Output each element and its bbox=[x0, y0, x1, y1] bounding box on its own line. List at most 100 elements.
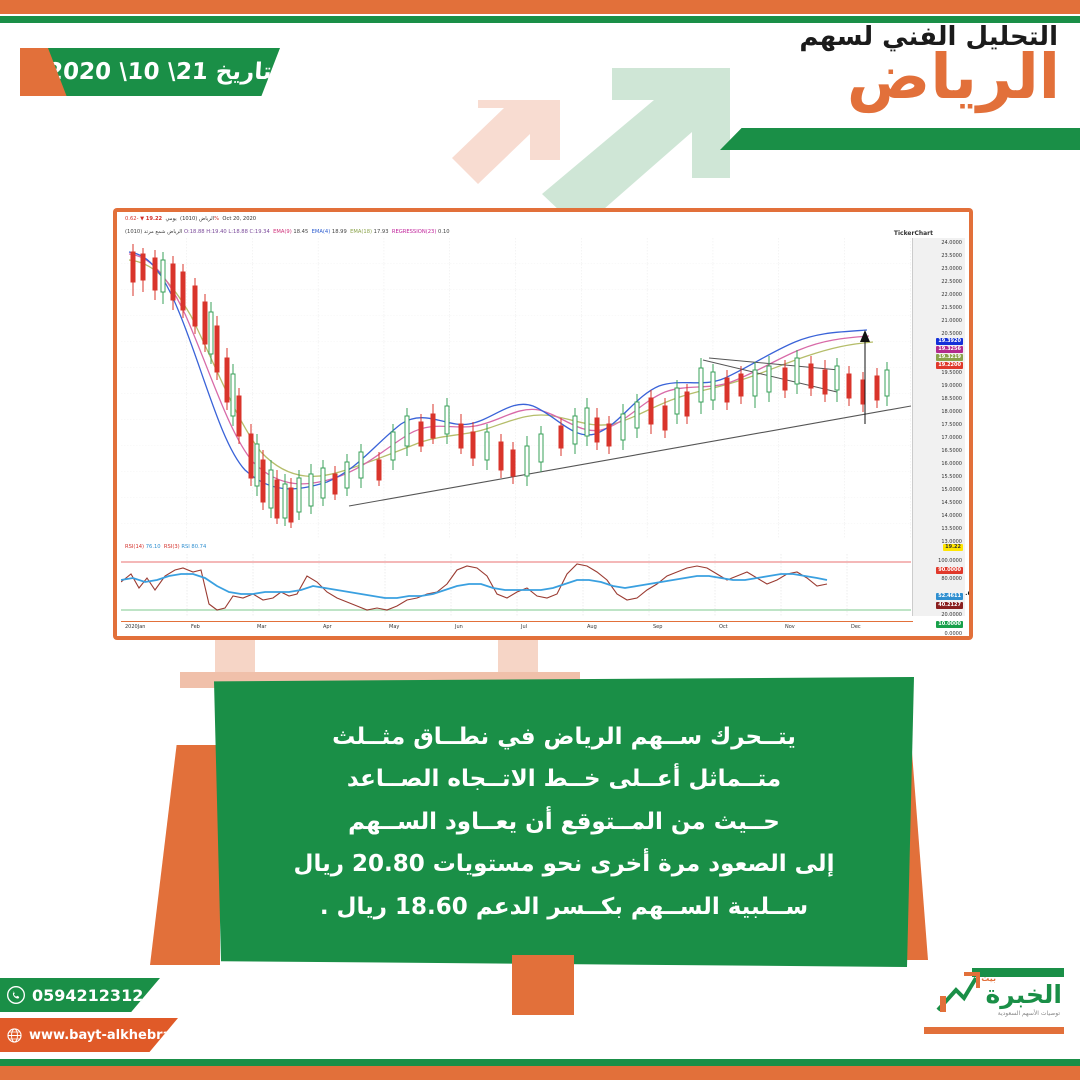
date-tick: Mar bbox=[257, 624, 267, 630]
price-tick: 13.0000 bbox=[941, 539, 962, 545]
indicator-ema4-value: 18.99 bbox=[331, 229, 347, 235]
footer-orange-block bbox=[512, 955, 574, 1015]
chart-ohlc-line: الرياض شمع مرتد (1010) O:18.88 H:19.40 L… bbox=[125, 229, 450, 235]
rsi14-value: 76.10 bbox=[145, 544, 161, 550]
analysis-card: يتــحرك ســهم الرياض في نطــاق مثــلث مت… bbox=[214, 677, 914, 967]
price-tick: 15.5000 bbox=[941, 474, 962, 480]
date-badge-label: بتاريخ 21\ 10\ 2020 bbox=[46, 59, 282, 85]
analysis-text: يتــحرك ســهم الرياض في نطــاق مثــلث مت… bbox=[260, 716, 869, 929]
rsi3-value: RSI 80.74 bbox=[181, 544, 207, 550]
analysis-line: متــماثل أعــلى خــط الاتــجاه الصــاعد bbox=[346, 766, 782, 793]
page-subtitle: التحليل الفني لسهم bbox=[799, 22, 1058, 52]
date-tick: Dec bbox=[851, 624, 861, 630]
date-tick: Jun bbox=[455, 624, 463, 630]
quote-symbol: الرياض bbox=[198, 216, 215, 222]
price-tag-ema4: 19.3920 bbox=[936, 338, 963, 345]
price-tick: 16.0000 bbox=[941, 461, 962, 467]
chart-quote-line: الرياض (1010) يومي 19.22 ▼ -0.62% Oct 20… bbox=[125, 216, 256, 222]
date-tick: May bbox=[389, 624, 400, 630]
date-tick: Nov bbox=[785, 624, 795, 630]
price-tick: 21.5000 bbox=[941, 305, 962, 311]
price-tag-highlight: 19.22 bbox=[943, 544, 963, 551]
logo-arrow-icon bbox=[934, 970, 980, 1018]
price-tick: 19.5000 bbox=[941, 370, 962, 376]
price-plot[interactable] bbox=[121, 238, 912, 538]
chart-screen[interactable]: الرياض (1010) يومي 19.22 ▼ -0.62% Oct 20… bbox=[117, 212, 969, 636]
price-tag-ema18: 19.3219 bbox=[936, 354, 963, 361]
ohlc-high: H:19.40 bbox=[206, 229, 227, 235]
top-green-bar bbox=[0, 16, 1080, 23]
rsi-plot[interactable] bbox=[120, 554, 911, 616]
top-orange-bar bbox=[0, 0, 1080, 14]
rsi-header-line: RSI(14) 76.10 RSI(3) RSI 80.74 bbox=[125, 544, 206, 550]
ohlc-label: الرياض شمع مرتد bbox=[143, 229, 183, 235]
price-tick: 17.5000 bbox=[941, 422, 962, 428]
quote-price: 19.22 bbox=[145, 216, 163, 222]
logo-orange-bar bbox=[924, 1027, 1064, 1034]
price-tag-ema9: 19.3256 bbox=[936, 346, 963, 353]
logo-wordmark: الخبرة bbox=[985, 980, 1063, 1009]
indicator-regression-name: REGRESSION(23) bbox=[391, 229, 437, 235]
rsi-tag-oversold: 10.0000 bbox=[936, 621, 963, 628]
monitor-stand-left bbox=[215, 640, 255, 678]
ohlc-close: C:19.34 bbox=[249, 229, 270, 235]
price-tick: 14.5000 bbox=[941, 500, 962, 506]
card-shadow-left bbox=[150, 745, 220, 965]
date-tick: Jul bbox=[521, 624, 528, 630]
rsi-tick: 0.0000 bbox=[944, 631, 963, 636]
price-tick: 23.5000 bbox=[941, 253, 962, 259]
quote-arrow-down-icon: ▼ bbox=[140, 216, 145, 222]
date-tick: Oct bbox=[719, 624, 728, 630]
rsi-tick: 20.0000 bbox=[941, 612, 962, 618]
rsi-tag-rsi3: 40.2127 bbox=[936, 602, 963, 609]
date-tick: Sep bbox=[653, 624, 663, 630]
rsi-tick: 80.0000 bbox=[941, 576, 962, 582]
monitor-stand-right bbox=[498, 640, 538, 678]
whatsapp-icon bbox=[6, 985, 26, 1005]
analysis-line: ســلبية الســهم بكــسر الدعم 18.60 ريال … bbox=[319, 893, 809, 920]
date-axis: 2020Jan Feb Mar Apr May Jun Jul Aug Sep … bbox=[121, 621, 913, 634]
indicator-ema18-name: EMA(18) bbox=[350, 229, 373, 235]
price-tick: 18.0000 bbox=[941, 409, 962, 415]
date-tick: 2020Jan bbox=[125, 624, 146, 630]
whatsapp-number: 0594212312 bbox=[32, 985, 144, 1005]
indicator-ema18-value: 17.93 bbox=[373, 229, 389, 235]
logo-prefix: بيت bbox=[981, 974, 996, 983]
date-tick: Apr bbox=[323, 624, 332, 630]
indicator-regression-value: 0.10 bbox=[438, 229, 450, 235]
price-tick: 23.0000 bbox=[941, 266, 962, 272]
website-contact[interactable]: www.bayt-alkhebra.org bbox=[0, 1018, 178, 1052]
ohlc-code: (1010) bbox=[125, 229, 143, 235]
date-badge: بتاريخ 21\ 10\ 2020 bbox=[48, 48, 280, 96]
rsi14-name: RSI(14) bbox=[125, 544, 145, 550]
bottom-orange-bar bbox=[0, 1066, 1080, 1080]
logo-green-bar bbox=[972, 968, 1064, 977]
quote-period: يومي bbox=[165, 216, 177, 222]
quote-code: (1010) bbox=[180, 216, 198, 222]
price-tick: 20.5000 bbox=[941, 331, 962, 337]
indicator-ema4-name: EMA(4) bbox=[311, 229, 331, 235]
price-tick: 16.5000 bbox=[941, 448, 962, 454]
price-tick: 14.0000 bbox=[941, 513, 962, 519]
quote-change: -0.62% bbox=[125, 216, 220, 222]
analysis-line: حــيث من المــتوقع أن يعــاود الســهم bbox=[348, 808, 780, 835]
rsi3-name: RSI(3) bbox=[163, 544, 180, 550]
analysis-line: إلى الصعود مرة أخرى نحو مستويات 20.80 ري… bbox=[293, 851, 835, 878]
brand-logo[interactable]: بيت الخبرة توصيات الأسهم السعودية bbox=[918, 964, 1068, 1042]
header-green-tail bbox=[720, 128, 1080, 150]
logo-tagline: توصيات الأسهم السعودية bbox=[997, 1010, 1060, 1017]
globe-icon bbox=[6, 1027, 23, 1044]
date-tick: Feb bbox=[191, 624, 200, 630]
website-url: www.bayt-alkhebra.org bbox=[29, 1027, 201, 1043]
analysis-line: يتــحرك ســهم الرياض في نطــاق مثــلث bbox=[332, 723, 796, 750]
price-tick: 13.5000 bbox=[941, 526, 962, 532]
tickerchart-watermark: TickerChart bbox=[893, 230, 933, 237]
price-tick: 19.0000 bbox=[941, 383, 962, 389]
indicator-ema9-name: EMA(9) bbox=[273, 229, 292, 235]
price-tag-last: 19.2200 bbox=[936, 362, 963, 369]
rsi-tag-overbought: 90.0000 bbox=[936, 567, 963, 574]
chart-monitor-frame: الرياض (1010) يومي 19.22 ▼ -0.62% Oct 20… bbox=[113, 208, 973, 640]
whatsapp-contact[interactable]: 0594212312 bbox=[0, 978, 160, 1012]
bottom-green-bar bbox=[0, 1059, 1080, 1066]
